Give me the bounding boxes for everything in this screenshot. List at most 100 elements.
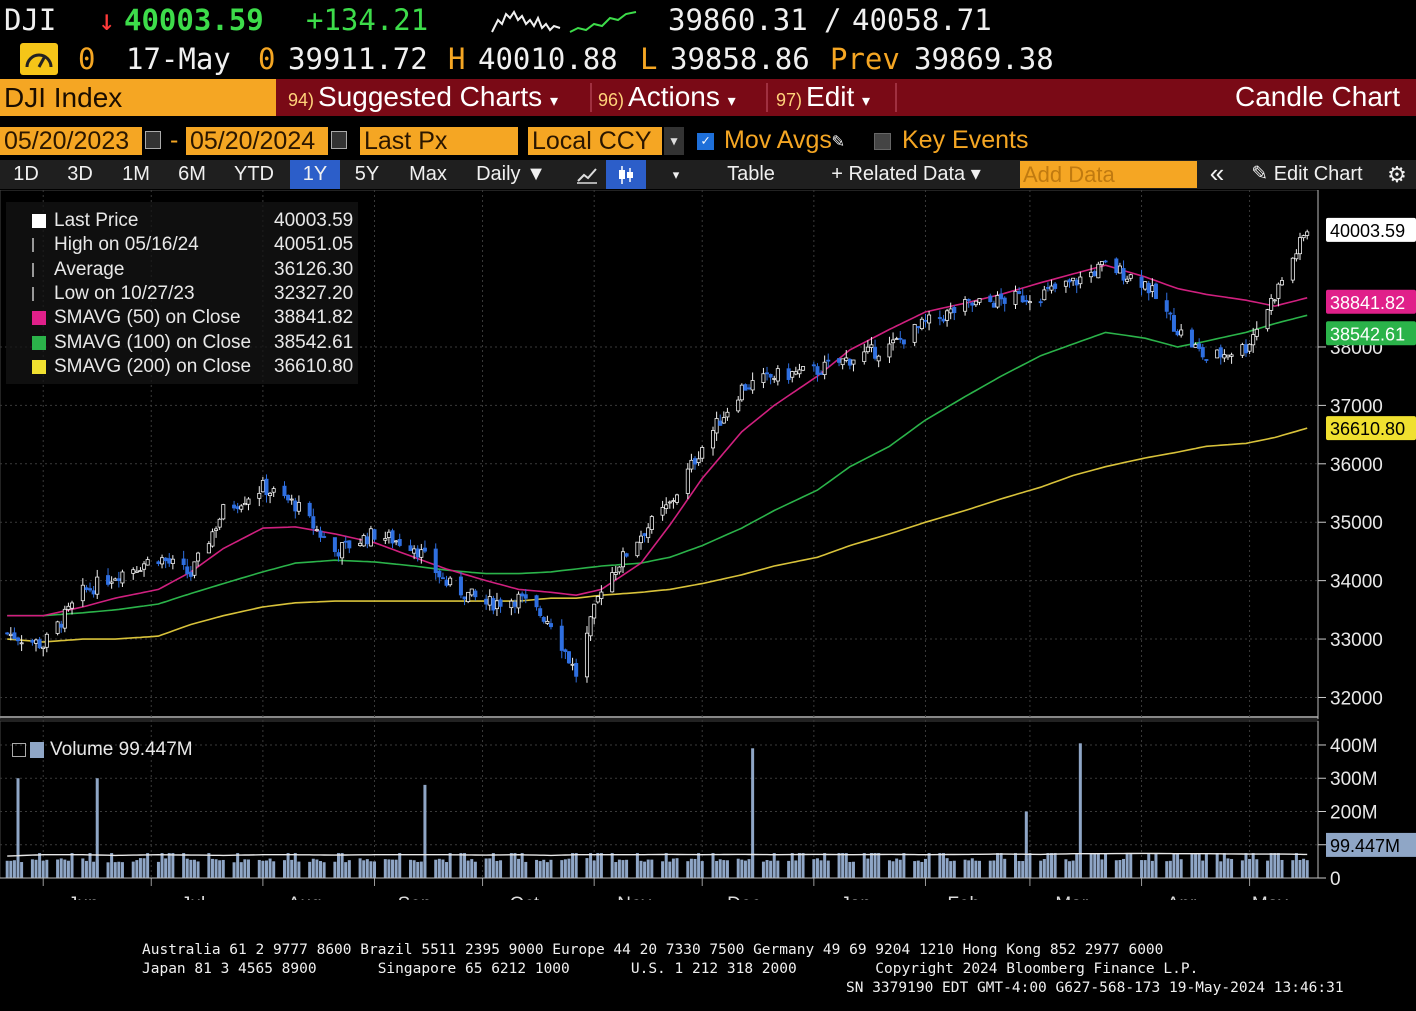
volume-bar xyxy=(769,860,773,878)
candle-body xyxy=(458,576,463,596)
start-date-field[interactable]: 05/20/2023 xyxy=(0,127,142,155)
chevron-down-icon[interactable]: ▼ xyxy=(664,127,684,155)
candle-body xyxy=(1002,297,1007,304)
candle-body xyxy=(332,537,337,553)
gauge-icon[interactable] xyxy=(20,43,58,75)
calendar-icon[interactable] xyxy=(331,131,347,149)
volume-bar xyxy=(743,860,747,878)
collapse-box-icon[interactable] xyxy=(12,742,26,757)
collapse-icon[interactable]: « xyxy=(1209,158,1225,188)
candle-body xyxy=(1197,343,1202,349)
candle-body xyxy=(1305,231,1310,236)
candle-body xyxy=(624,553,629,557)
calendar-icon[interactable] xyxy=(145,131,161,149)
candle-body xyxy=(599,591,604,599)
candle-body xyxy=(1071,277,1076,282)
candle-chart-icon[interactable] xyxy=(606,160,646,189)
security-name: DJI Index xyxy=(4,82,123,113)
period-1m[interactable]: 1M xyxy=(122,163,150,185)
actions-menu[interactable]: 96) Actions ▾ xyxy=(598,79,736,116)
volume-bar xyxy=(398,853,402,878)
candle-body xyxy=(1114,258,1119,274)
candle-body xyxy=(293,500,298,512)
mov-avgs-checkbox[interactable]: ✓ xyxy=(697,133,714,150)
candle-chart[interactable]: JunJulAugSepOctNovDecJanFebMarAprMay2023… xyxy=(0,190,1416,900)
candle-body xyxy=(1042,289,1047,301)
period-3d[interactable]: 3D xyxy=(67,163,93,185)
candle-body xyxy=(693,458,698,465)
table-button[interactable]: Table xyxy=(727,163,775,185)
pencil-icon[interactable]: ✎ xyxy=(832,128,845,152)
volume-bar xyxy=(373,861,377,878)
candle-body xyxy=(106,575,111,585)
candle-body xyxy=(422,547,427,552)
candle-body xyxy=(963,299,968,312)
related-data-menu[interactable]: + Related Data ▾ xyxy=(831,163,981,185)
legend-label: High on 05/16/24 xyxy=(54,234,199,256)
candle-body xyxy=(217,518,222,528)
candle-body xyxy=(1218,347,1223,358)
chart-type-title: Candle Chart xyxy=(1235,81,1400,112)
security-box[interactable]: DJI Index xyxy=(0,79,276,116)
x-tick-label: Jul xyxy=(181,894,205,900)
volume-bar xyxy=(740,859,744,878)
volume-bar xyxy=(322,862,326,878)
candle-body xyxy=(1017,291,1022,294)
candle-body xyxy=(977,298,982,303)
key-events-checkbox[interactable] xyxy=(874,133,891,150)
candle-body xyxy=(361,535,366,547)
candle-body xyxy=(437,570,442,578)
frequency-select[interactable]: Daily ▼ xyxy=(476,163,546,185)
volume-bar xyxy=(1100,859,1104,878)
volume-bar xyxy=(1240,860,1244,878)
period-5y[interactable]: 5Y xyxy=(354,163,380,185)
candle-body xyxy=(1301,235,1306,239)
period-1y[interactable]: 1Y xyxy=(290,160,340,189)
period-max[interactable]: Max xyxy=(409,163,447,185)
candle-body xyxy=(700,447,705,459)
volume-bar xyxy=(1028,853,1032,878)
chevron-down-icon[interactable]: ▾ xyxy=(672,167,680,182)
edit-chart-button[interactable]: ✎ Edit Chart xyxy=(1240,160,1374,189)
suggested-charts-menu[interactable]: 94) Suggested Charts ▾ xyxy=(288,79,558,116)
key-events-label[interactable]: Key Events xyxy=(902,126,1029,154)
mov-avgs-label[interactable]: Mov Avgs xyxy=(724,126,832,154)
candle-body xyxy=(523,594,528,599)
volume-bar xyxy=(718,859,722,878)
candle-body xyxy=(347,540,352,549)
line-chart-icon[interactable] xyxy=(570,160,604,189)
candle-body xyxy=(415,548,420,558)
candle-body xyxy=(116,578,121,582)
period-ytd[interactable]: YTD xyxy=(234,163,274,185)
candle-body xyxy=(336,552,341,557)
currency-select[interactable]: Local CCY xyxy=(528,127,662,155)
candle-body xyxy=(196,552,201,562)
volume-bar xyxy=(160,853,164,878)
end-date-field[interactable]: 05/20/2024 xyxy=(186,127,328,155)
candle-body xyxy=(642,533,647,537)
add-data-input[interactable]: Add Data xyxy=(1020,161,1197,188)
candle-body xyxy=(192,561,197,576)
candle-body xyxy=(408,545,413,551)
period-6m[interactable]: 6M xyxy=(178,163,206,185)
candle-body xyxy=(145,559,150,566)
volume-bar xyxy=(650,859,654,878)
edit-menu[interactable]: 97) Edit ▾ xyxy=(776,79,870,116)
period-1d[interactable]: 1D xyxy=(13,163,39,185)
volume-bar xyxy=(945,858,949,878)
volume-bar xyxy=(337,853,341,878)
candle-body xyxy=(840,358,845,366)
volume-bar xyxy=(463,853,467,878)
legend-value: 38542.61 xyxy=(274,331,354,353)
volume-bar xyxy=(949,861,953,878)
candle-body xyxy=(725,411,730,418)
volume-bar xyxy=(592,860,596,878)
sma50-line xyxy=(7,264,1308,617)
candle-body xyxy=(1225,354,1230,358)
candle-body xyxy=(509,600,514,609)
volume-bar xyxy=(1222,853,1226,878)
candle-body xyxy=(1200,347,1205,358)
gear-icon[interactable]: ⚙ xyxy=(1387,162,1407,187)
field-select[interactable]: Last Px xyxy=(360,127,518,155)
volume-bar xyxy=(30,859,34,878)
